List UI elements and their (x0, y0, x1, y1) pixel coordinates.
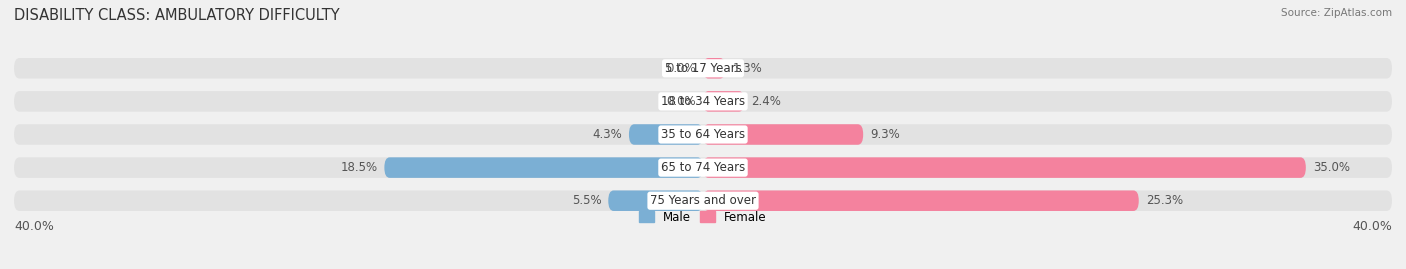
Text: 35 to 64 Years: 35 to 64 Years (661, 128, 745, 141)
Text: 9.3%: 9.3% (870, 128, 900, 141)
Text: 65 to 74 Years: 65 to 74 Years (661, 161, 745, 174)
Text: 40.0%: 40.0% (14, 220, 53, 233)
Text: 5.5%: 5.5% (572, 194, 602, 207)
FancyBboxPatch shape (384, 157, 703, 178)
Text: 1.3%: 1.3% (733, 62, 762, 75)
FancyBboxPatch shape (14, 124, 1392, 145)
FancyBboxPatch shape (703, 190, 1139, 211)
Text: 35.0%: 35.0% (1313, 161, 1350, 174)
Text: 0.0%: 0.0% (666, 95, 696, 108)
FancyBboxPatch shape (703, 91, 744, 112)
FancyBboxPatch shape (628, 124, 703, 145)
Text: 4.3%: 4.3% (592, 128, 621, 141)
FancyBboxPatch shape (14, 190, 1392, 211)
Text: 18 to 34 Years: 18 to 34 Years (661, 95, 745, 108)
Text: 40.0%: 40.0% (1353, 220, 1392, 233)
Text: DISABILITY CLASS: AMBULATORY DIFFICULTY: DISABILITY CLASS: AMBULATORY DIFFICULTY (14, 8, 340, 23)
FancyBboxPatch shape (703, 124, 863, 145)
FancyBboxPatch shape (14, 157, 1392, 178)
Legend: Male, Female: Male, Female (634, 206, 772, 228)
Text: 25.3%: 25.3% (1146, 194, 1182, 207)
Text: 5 to 17 Years: 5 to 17 Years (665, 62, 741, 75)
Text: Source: ZipAtlas.com: Source: ZipAtlas.com (1281, 8, 1392, 18)
Text: 2.4%: 2.4% (751, 95, 782, 108)
FancyBboxPatch shape (14, 91, 1392, 112)
Text: 75 Years and over: 75 Years and over (650, 194, 756, 207)
FancyBboxPatch shape (703, 157, 1306, 178)
FancyBboxPatch shape (703, 58, 725, 79)
FancyBboxPatch shape (609, 190, 703, 211)
FancyBboxPatch shape (14, 58, 1392, 79)
Text: 0.0%: 0.0% (666, 62, 696, 75)
Text: 18.5%: 18.5% (340, 161, 377, 174)
